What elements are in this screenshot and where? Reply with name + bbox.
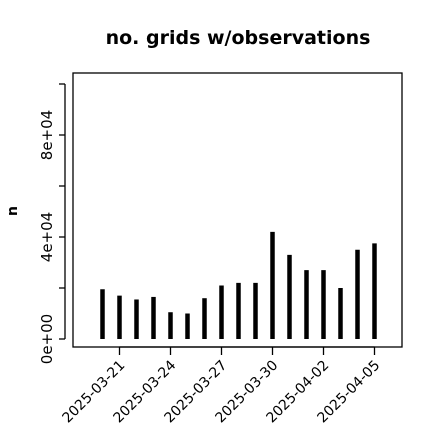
chart-title: no. grids w/observations [106,27,371,49]
y-axis-label: n [5,206,21,216]
x-axis: 2025-03-212025-03-242025-03-272025-03-30… [59,346,383,426]
bars [100,231,377,339]
y-tick-label: 0e+00 [38,314,56,364]
y-tick-label: 4e+04 [38,212,56,262]
y-axis: 0e+00 4e+04 8e+04 [38,83,66,364]
y-tick-label: 8e+04 [38,110,56,160]
